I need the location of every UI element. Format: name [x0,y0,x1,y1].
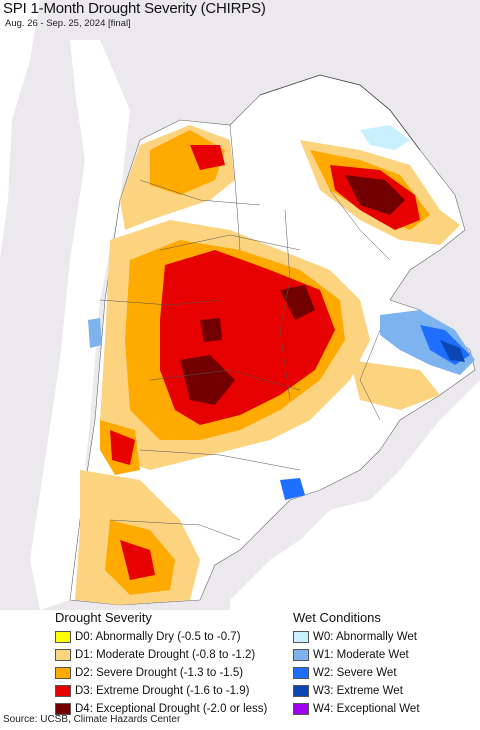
map-title: SPI 1-Month Drought Severity (CHIRPS) [3,0,266,17]
legend-item-w1: W1: Moderate Wet [293,646,420,664]
legend-item-d0: D0: Abnormally Dry (-0.5 to -0.7) [55,628,267,646]
d3-north [190,145,225,170]
d4-central-a [180,355,235,405]
d1-uruguay [350,360,440,410]
legend-label-d1: D1: Moderate Drought (-0.8 to -1.2) [75,649,256,661]
d4-central-b [280,285,315,320]
drought-legend-heading: Drought Severity [55,610,152,625]
w1-west [88,318,102,348]
admin-borders [99,124,391,541]
legend-label-w2: W2: Severe Wet [313,667,397,679]
wet-legend-heading: Wet Conditions [293,610,381,625]
w0-north [360,125,410,150]
legend-label-w0: W0: Abnormally Wet [313,631,417,643]
swatch-w2 [293,667,309,679]
drought-map: SPI 1-Month Drought Severity (CHIRPS) Au… [0,0,480,610]
legend-label-d3: D3: Extreme Drought (-1.6 to -1.9) [75,685,250,697]
swatch-d2 [55,667,71,679]
legend-label-w1: W1: Moderate Wet [313,649,409,661]
chile-region [30,40,130,610]
w2-coast [280,478,305,500]
d3-south [120,540,155,580]
swatch-d0 [55,631,71,643]
legend-item-w3: W3: Extreme Wet [293,682,420,700]
legend-item-d3: D3: Extreme Drought (-1.6 to -1.9) [55,682,267,700]
legend-item-w0: W0: Abnormally Wet [293,628,420,646]
d4-east [345,175,405,215]
wet-legend: Wet Conditions W0: Abnormally Wet W1: Mo… [293,610,420,718]
map-subtitle: Aug. 26 - Sep. 25, 2024 [final] [5,18,131,29]
legend-label-d2: D2: Severe Drought (-1.3 to -1.5) [75,667,244,679]
legend-label-d4: D4: Exceptional Drought (-2.0 or less) [75,703,268,715]
ocean-east [230,380,480,610]
swatch-w3 [293,685,309,697]
legend-label-w4: W4: Exceptional Wet [313,703,420,715]
swatch-d4 [55,703,71,715]
swatch-w0 [293,631,309,643]
d3-west [110,430,135,465]
country-border-north [259,74,421,151]
legend-item-d4: D4: Exceptional Drought (-2.0 or less) [55,700,267,718]
drought-legend: Drought Severity D0: Abnormally Dry (-0.… [55,610,267,718]
source-credit: Source: UCSB, Climate Hazards Center [3,714,181,725]
ocean-west [0,0,40,260]
legend-item-d1: D1: Moderate Drought (-0.8 to -1.2) [55,646,267,664]
w3-east [440,340,465,362]
legend-label-d0: D0: Abnormally Dry (-0.5 to -0.7) [75,631,241,643]
swatch-w1 [293,649,309,661]
map-canvas [0,0,480,610]
swatch-w4 [293,703,309,715]
swatch-d3 [55,685,71,697]
swatch-d1 [55,649,71,661]
legend-label-w3: W3: Extreme Wet [313,685,403,697]
legend-item-d2: D2: Severe Drought (-1.3 to -1.5) [55,664,267,682]
legend-item-w2: W2: Severe Wet [293,664,420,682]
d4-central-c [200,318,222,342]
legend-item-w4: W4: Exceptional Wet [293,700,420,718]
